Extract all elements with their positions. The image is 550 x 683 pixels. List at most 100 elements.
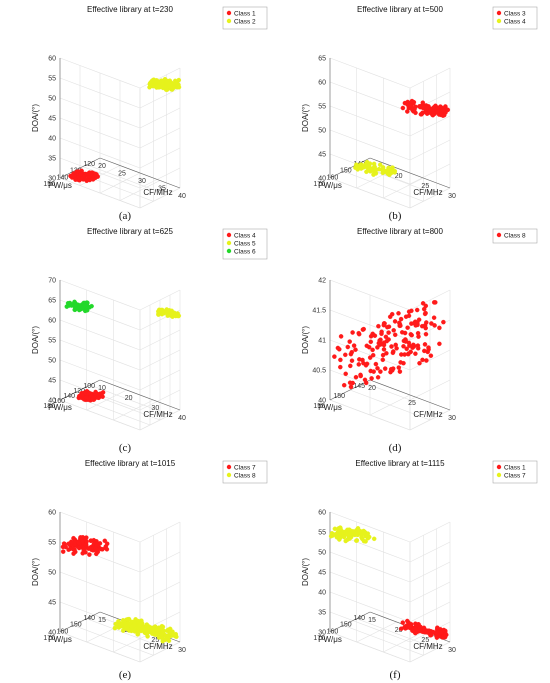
grid-line (409, 541, 451, 563)
data-point (380, 168, 386, 173)
data-point (173, 81, 179, 87)
z-tick-label: 65 (318, 56, 326, 63)
grid-line (139, 409, 181, 431)
x-tick-label: 20 (125, 395, 133, 402)
data-point (437, 325, 442, 331)
grid-line (409, 581, 451, 603)
data-point (167, 627, 172, 633)
data-point (332, 526, 338, 532)
data-point (124, 626, 129, 631)
data-point (163, 87, 169, 92)
data-point (371, 536, 377, 542)
grid-line (409, 139, 451, 161)
data-point (430, 112, 436, 118)
data-point (166, 309, 172, 314)
data-point (60, 549, 66, 554)
data-point (378, 369, 383, 374)
data-point (388, 366, 394, 372)
data-point (376, 323, 381, 329)
data-point (405, 351, 411, 357)
z-tick-label: 40 (318, 398, 326, 405)
x-axis-line (369, 379, 451, 411)
data-point (356, 362, 362, 367)
grid-line (139, 107, 181, 129)
data-point (73, 302, 79, 308)
y-axis-line (59, 379, 101, 401)
z-tick-label: 40 (48, 136, 56, 143)
grid-line (329, 279, 411, 311)
data-point (396, 311, 401, 316)
data-point (406, 309, 412, 314)
data-point (87, 552, 92, 557)
data-point (338, 334, 344, 339)
legend: Class 8 (492, 228, 538, 244)
grid-line (383, 631, 424, 653)
data-point (93, 171, 98, 177)
data-point (409, 98, 415, 104)
legend-marker (226, 248, 232, 254)
grid-line (329, 57, 411, 89)
data-point (160, 307, 165, 313)
chart-panel-1: 202530354012013014015030354045505560CF/M… (31, 5, 268, 222)
y-tick-label: 140 (353, 615, 365, 622)
data-point (418, 112, 424, 117)
grid-line (329, 339, 411, 371)
legend-marker (496, 232, 502, 238)
grid-line (329, 631, 411, 663)
data-point (73, 549, 78, 555)
z-tick-label: 40.5 (312, 368, 326, 375)
data-point (341, 534, 347, 540)
data-point (353, 374, 359, 380)
data-point (174, 634, 179, 640)
chart-panel-5: 152025301401501601704045505560CF/MHzPW/μ… (31, 459, 268, 681)
data-point (176, 313, 182, 319)
z-tick-label: 55 (48, 338, 56, 345)
data-point (169, 82, 174, 87)
data-point (433, 300, 438, 305)
grid-line (59, 137, 141, 169)
data-point (350, 330, 355, 335)
data-point (367, 355, 373, 360)
grid-line (409, 601, 451, 623)
y-tick-label: 160 (327, 174, 339, 181)
grid-line (329, 571, 411, 603)
data-point (100, 390, 106, 395)
legend-entry: Class 7 (234, 464, 256, 471)
data-point (422, 323, 428, 328)
x-tick-label: 15 (368, 617, 376, 624)
y-axis-line (59, 611, 101, 633)
y-tick-label: 170 (43, 635, 55, 642)
data-point (405, 618, 410, 624)
z-tick-label: 50 (48, 358, 56, 365)
data-point (428, 632, 434, 638)
legend-entry: Class 1 (234, 10, 256, 17)
data-point (435, 625, 440, 630)
data-point (389, 344, 394, 349)
y-axis-label: PW/μs (318, 181, 342, 190)
x-tick-label: 30 (178, 647, 186, 654)
y-axis-label: PW/μs (48, 635, 72, 644)
data-point (370, 352, 376, 358)
legend-box (222, 460, 268, 484)
data-point (156, 312, 161, 317)
data-point (401, 344, 406, 349)
data-point (400, 105, 406, 111)
data-point (391, 349, 396, 354)
legend-entry: Class 1 (504, 464, 526, 471)
data-point (441, 627, 447, 633)
data-point (149, 631, 155, 636)
data-point (369, 376, 374, 381)
data-point (333, 532, 338, 537)
data-point (401, 360, 406, 366)
z-tick-label: 50 (318, 550, 326, 557)
data-point (112, 625, 118, 631)
series-class-6 (64, 299, 94, 314)
data-point (343, 371, 348, 377)
data-point (129, 628, 134, 634)
y-axis-label: PW/μs (48, 403, 72, 412)
grid-line (139, 187, 181, 209)
chart-title: Effective library at t=625 (87, 227, 173, 236)
panel-caption: (e) (119, 669, 132, 681)
y-axis-line (329, 157, 371, 179)
